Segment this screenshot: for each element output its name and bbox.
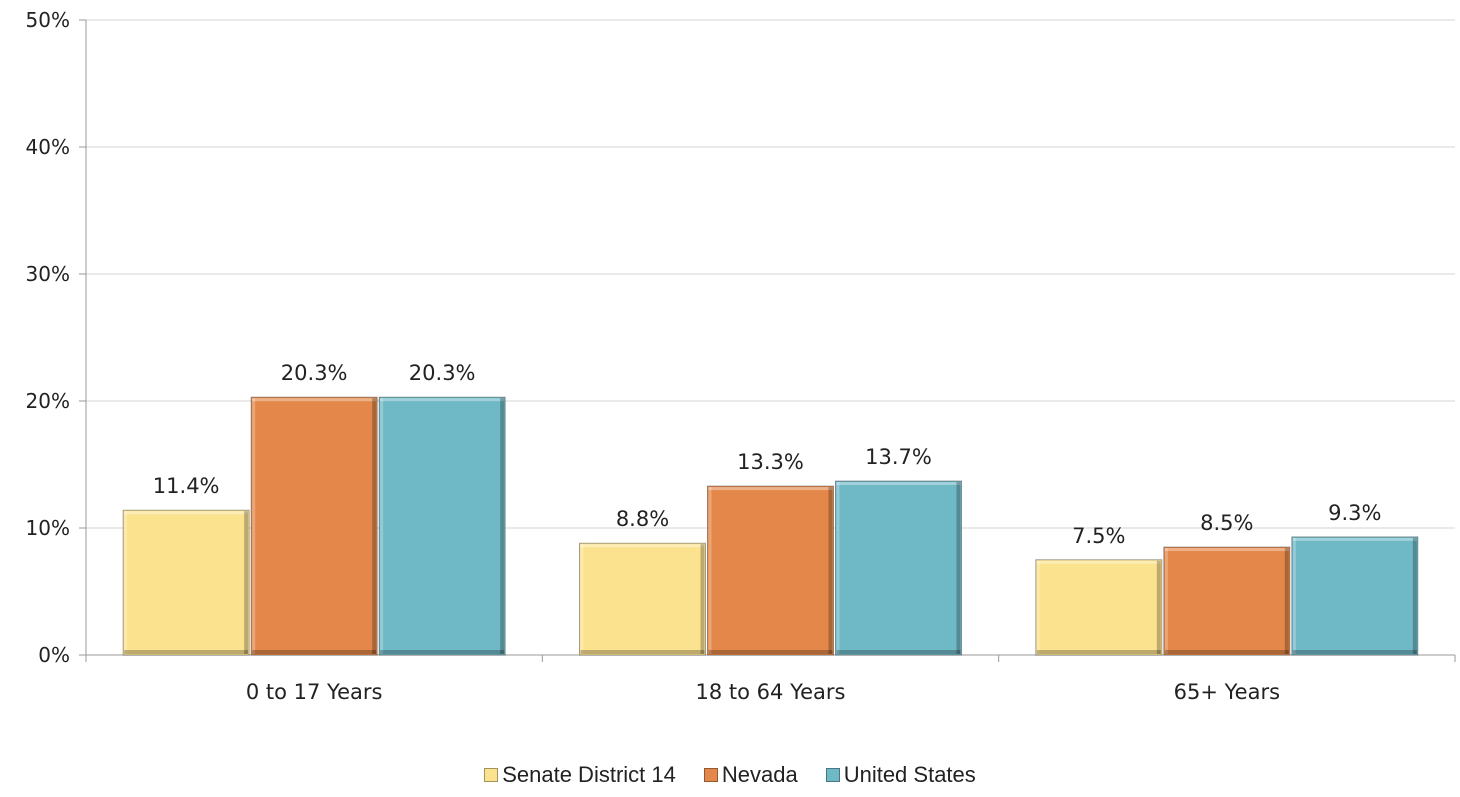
bar-united-states-65-years (1291, 536, 1419, 656)
legend-label-united-states: United States (843, 762, 976, 787)
legend-label-nevada: Nevada (721, 762, 798, 787)
bar-united-states-18-to-64-years (835, 480, 962, 656)
bar-nevada-18-to-64-years-bevel-bottom (708, 650, 833, 654)
bar-nevada-0-to-17-years-bevel-right (372, 398, 377, 654)
data-label-senate-district-14-0-to-17-years: 11.4% (153, 474, 220, 498)
bar-united-states-18-to-64-years-bevel-bottom (836, 650, 961, 654)
y-tick-label: 20% (26, 389, 70, 413)
data-label-senate-district-14-18-to-64-years: 8.8% (616, 507, 669, 531)
bar-senate-district-14-0-to-17-years-bevel-right (244, 511, 249, 654)
bar-united-states-18-to-64-years-bevel-left (836, 482, 840, 654)
x-tick-label-65-years: 65+ Years (1174, 680, 1280, 704)
data-label-united-states-18-to-64-years: 13.7% (865, 445, 932, 469)
legend-swatch-senate-district-14 (484, 768, 499, 782)
bar-united-states-65-years-bevel-top (1292, 537, 1417, 541)
bar-united-states-0-to-17-years (378, 396, 506, 656)
legend-swatch-united-states (825, 768, 840, 782)
legend-label-senate-district-14: Senate District 14 (502, 762, 676, 787)
bar-nevada-65-years (1163, 546, 1291, 656)
bar-nevada-18-to-64-years-bevel-top (708, 487, 833, 491)
bar-united-states-65-years-bevel-bottom (1292, 650, 1417, 654)
bar-senate-district-14-18-to-64-years-bevel-top (580, 544, 705, 548)
bar-senate-district-14-65-years-bevel-top (1036, 560, 1161, 564)
data-label-nevada-0-to-17-years: 20.3% (281, 361, 348, 385)
bar-united-states-18-to-64-years-bevel-right (956, 482, 961, 654)
legend-item-nevada: Nevada (703, 762, 798, 788)
y-tick-label: 30% (26, 262, 70, 286)
data-label-united-states-65-years: 9.3% (1328, 501, 1381, 525)
bar-united-states-65-years-bevel-left (1292, 537, 1296, 654)
bar-senate-district-14-18-to-64-years-bevel-bottom (580, 650, 705, 654)
bar-nevada-65-years-bevel-top (1164, 548, 1289, 552)
bar-senate-district-14-65-years-bevel-left (1036, 560, 1040, 654)
data-label-nevada-18-to-64-years: 13.3% (737, 450, 804, 474)
legend-item-united-states: United States (825, 762, 976, 788)
y-tick-label: 50% (26, 8, 70, 32)
bar-united-states-65-years-bevel-right (1412, 537, 1417, 654)
legend-swatch-nevada (703, 768, 718, 782)
bar-senate-district-14-0-to-17-years-bevel-left (124, 511, 128, 654)
bar-united-states-0-to-17-years-bevel-left (380, 398, 384, 654)
bar-nevada-18-to-64-years-bevel-right (828, 487, 833, 654)
bar-nevada-65-years-bevel-bottom (1164, 650, 1289, 654)
bar-senate-district-14-65-years (1035, 559, 1163, 656)
bar-nevada-0-to-17-years-bevel-top (252, 398, 377, 402)
bar-senate-district-14-18-to-64-years (579, 542, 706, 656)
bar-senate-district-14-65-years-bevel-right (1156, 560, 1161, 654)
bar-senate-district-14-0-to-17-years (122, 509, 250, 656)
y-tick-label: 10% (26, 516, 70, 540)
bar-senate-district-14-0-to-17-years-bevel-bottom (124, 650, 249, 654)
bar-senate-district-14-18-to-64-years-bevel-left (580, 544, 584, 654)
bar-united-states-0-to-17-years-bevel-right (500, 398, 505, 654)
x-tick-label-0-to-17-years: 0 to 17 Years (246, 680, 383, 704)
bar-nevada-0-to-17-years (250, 396, 378, 656)
y-tick-label: 40% (26, 135, 70, 159)
data-label-united-states-0-to-17-years: 20.3% (409, 361, 476, 385)
bar-senate-district-14-18-to-64-years-bevel-right (700, 544, 705, 654)
x-tick-label-18-to-64-years: 18 to 64 Years (696, 680, 846, 704)
bar-nevada-0-to-17-years-bevel-left (252, 398, 256, 654)
legend: Senate District 14 Nevada United States (0, 762, 1460, 788)
data-label-nevada-65-years: 8.5% (1200, 511, 1253, 535)
bar-united-states-0-to-17-years-bevel-bottom (380, 650, 505, 654)
bar-united-states-18-to-64-years-bevel-top (836, 482, 961, 486)
bar-senate-district-14-0-to-17-years-bevel-top (124, 511, 249, 515)
bar-nevada-18-to-64-years-bevel-left (708, 487, 712, 654)
bar-senate-district-14-65-years-bevel-bottom (1036, 650, 1161, 654)
bar-united-states-0-to-17-years-bevel-top (380, 398, 505, 402)
bar-nevada-65-years-bevel-right (1284, 548, 1289, 654)
bar-nevada-18-to-64-years (707, 485, 834, 656)
legend-item-senate-district-14: Senate District 14 (484, 762, 676, 788)
bar-nevada-0-to-17-years-bevel-bottom (252, 650, 377, 654)
y-tick-label: 0% (38, 643, 70, 667)
bar-nevada-65-years-bevel-left (1164, 548, 1168, 654)
data-label-senate-district-14-65-years: 7.5% (1072, 524, 1125, 548)
